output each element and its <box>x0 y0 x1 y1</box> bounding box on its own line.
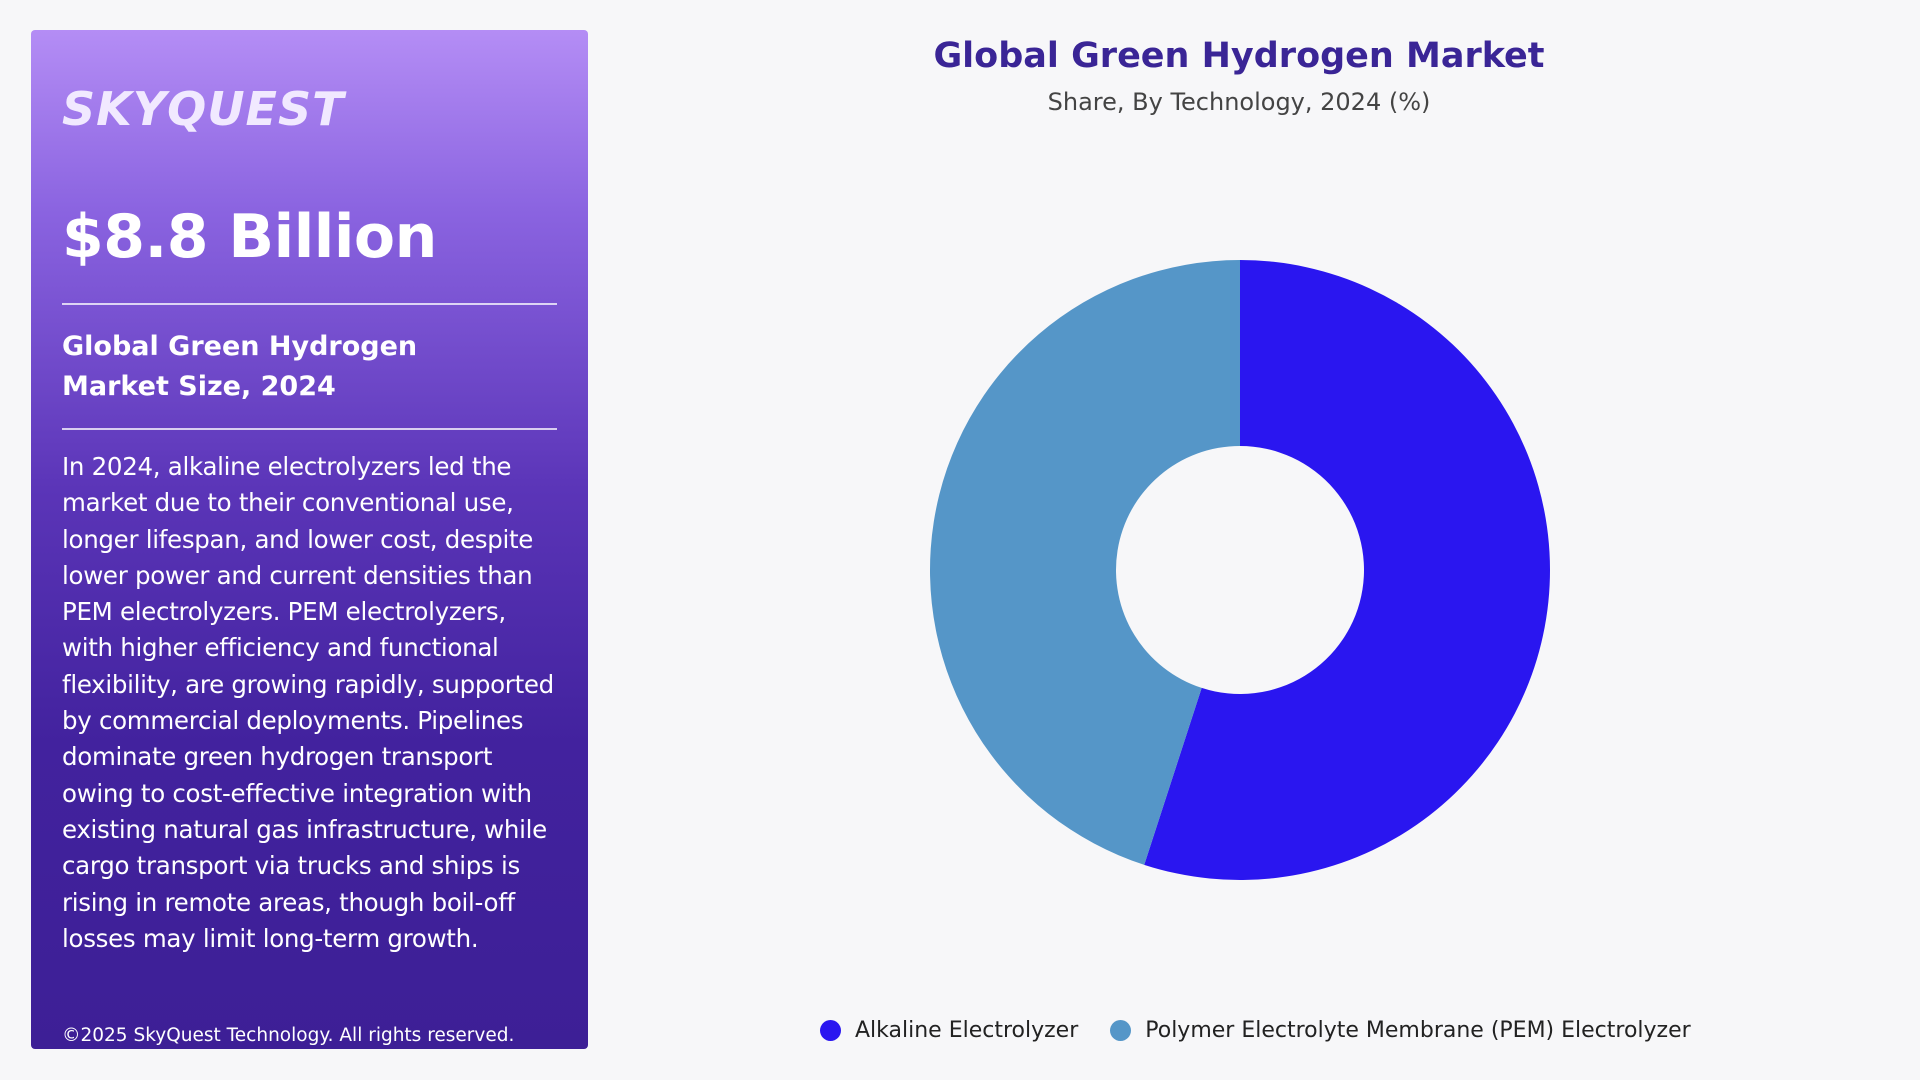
market-size-label: Global Green Hydrogen Market Size, 2024 <box>62 331 418 402</box>
market-size-value: $8.8 Billion <box>62 202 437 272</box>
donut-slice-polymer-electrolyte-membrane-pem-electrolyzer <box>930 260 1240 865</box>
donut-chart <box>930 260 1551 880</box>
legend-label: Polymer Electrolyte Membrane (PEM) Elect… <box>1145 1018 1691 1043</box>
divider <box>62 303 557 305</box>
chart-legend: Alkaline Electrolyzer Polymer Electrolyte… <box>820 1018 1723 1043</box>
divider <box>62 428 557 430</box>
legend-label: Alkaline Electrolyzer <box>855 1018 1079 1043</box>
copyright-notice: ©2025 SkyQuest Technology. All rights re… <box>62 1025 515 1046</box>
summary-panel: SKYQUEST $8.8 Billion Global Green Hydro… <box>31 30 588 1049</box>
legend-item: Polymer Electrolyte Membrane (PEM) Elect… <box>1110 1018 1691 1043</box>
donut-slice-alkaline-electrolyzer <box>1144 260 1551 880</box>
chart-title: Global Green Hydrogen Market <box>933 36 1545 76</box>
market-description: In 2024, alkaline electrolyzers led the … <box>62 452 554 953</box>
chart-subtitle: Share, By Technology, 2024 (%) <box>1047 88 1431 116</box>
legend-swatch <box>1110 1020 1132 1041</box>
legend-item: Alkaline Electrolyzer <box>820 1018 1078 1043</box>
legend-swatch <box>820 1020 841 1041</box>
skyquest-logo: SKYQUEST <box>62 82 345 136</box>
